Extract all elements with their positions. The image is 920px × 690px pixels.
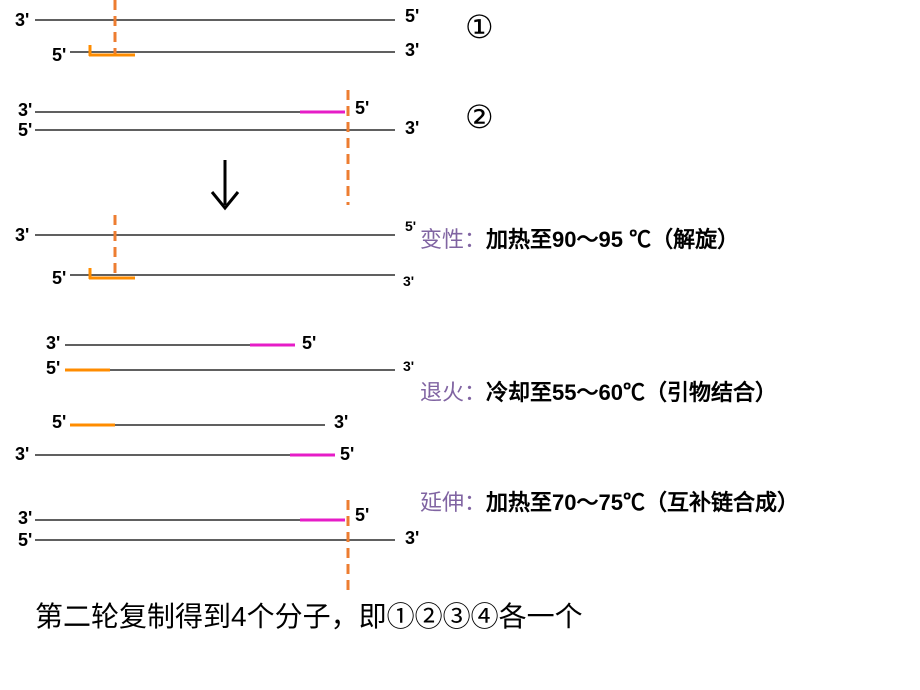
g6-br: 3' (405, 528, 419, 549)
g3-bl: 5' (52, 268, 66, 289)
g1-br: 3' (405, 40, 419, 61)
g5-tr: 3' (334, 412, 348, 433)
step-denature: 变性：加热至90～95 ℃（解旋） (420, 222, 739, 254)
denature-text: 加热至90～95 ℃（解旋） (486, 227, 739, 252)
g2-tl: 3' (18, 100, 32, 121)
g3-br: 3' (403, 273, 413, 289)
g2-tr: 5' (355, 98, 369, 119)
g4-tr: 5' (302, 333, 316, 354)
g6-tl: 3' (18, 508, 32, 529)
g6-bl: 5' (18, 530, 32, 551)
g4-bl: 5' (46, 358, 60, 379)
g4-tl: 3' (46, 333, 60, 354)
g1-bl: 5' (52, 45, 66, 66)
g3-tl: 3' (15, 225, 29, 246)
g5-bl: 3' (15, 444, 29, 465)
extend-name: 延伸： (420, 490, 486, 515)
g5-tl: 5' (52, 412, 66, 433)
circle-1: ① (465, 8, 494, 46)
anneal-text: 冷却至55～60℃（引物结合） (486, 380, 777, 405)
step-anneal: 退火：冷却至55～60℃（引物结合） (420, 375, 777, 407)
denature-name: 变性： (420, 227, 486, 252)
g1-tr: 5' (405, 6, 419, 27)
g2-br: 3' (405, 118, 419, 139)
g2-bl: 5' (18, 120, 32, 141)
pcr-diagram (0, 0, 920, 690)
g1-tl: 3' (15, 10, 29, 31)
anneal-name: 退火： (420, 380, 486, 405)
step-extend: 延伸：加热至70～75℃（互补链合成） (420, 485, 799, 517)
circle-2: ② (465, 98, 494, 136)
g3-tr: 5' (405, 218, 416, 234)
bottom-summary: 第二轮复制得到4个分子，即①②③④各一个 (35, 595, 583, 635)
g5-br: 5' (340, 444, 354, 465)
g4-br: 3' (403, 358, 414, 374)
g6-tr: 5' (355, 505, 369, 526)
extend-text: 加热至70～75℃（互补链合成） (486, 490, 799, 515)
